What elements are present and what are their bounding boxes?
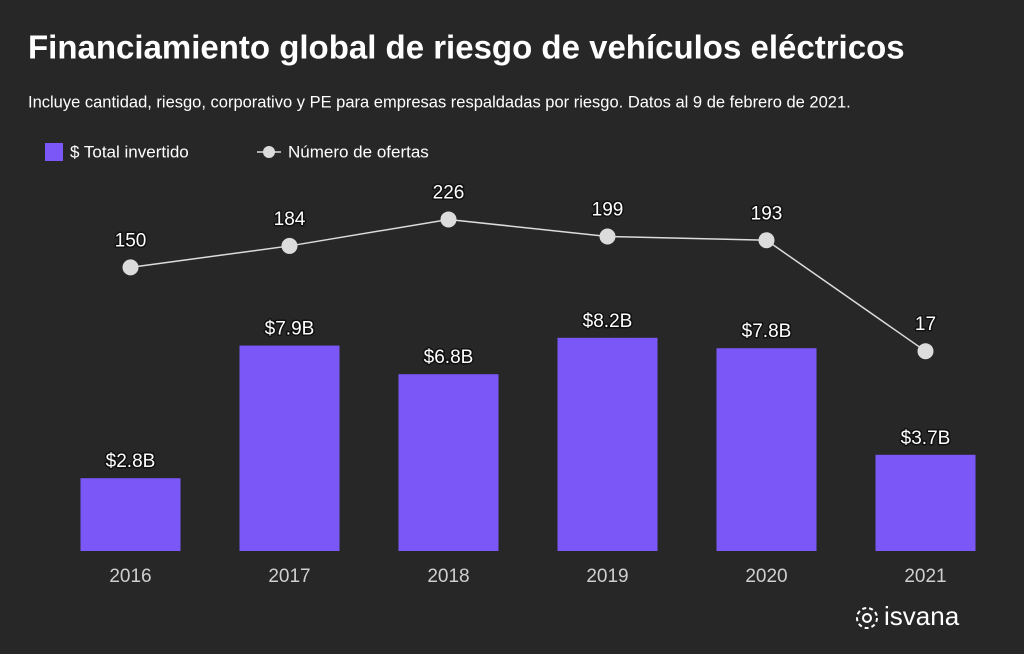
bar [80, 478, 181, 551]
line-marker [917, 343, 934, 360]
legend-label: Número de ofertas [288, 142, 429, 161]
x-tick-label: 2020 [745, 566, 787, 587]
x-tick-label: 2021 [904, 566, 946, 587]
line-value-label: 184 [274, 209, 306, 230]
line-marker [440, 211, 457, 228]
line-value-label: 199 [592, 199, 624, 220]
x-tick-label: 2019 [586, 566, 628, 587]
bar-value-label: $6.8B [424, 347, 474, 368]
bar-value-label: $7.9B [265, 319, 315, 340]
bar-value-label: $3.7B [901, 428, 951, 449]
line-marker [758, 232, 775, 249]
legend-swatch [45, 143, 63, 161]
bar [557, 337, 658, 551]
line-marker [599, 228, 616, 245]
bar [239, 345, 340, 551]
line [130, 218, 926, 352]
x-tick-label: 2017 [268, 566, 310, 587]
legend-label: $ Total invertido [70, 142, 189, 161]
legend-marker [263, 146, 275, 158]
bar [875, 454, 976, 551]
bar-value-label: $2.8B [106, 451, 156, 472]
chart-subtitle: Incluye cantidad, riesgo, corporativo y … [28, 93, 851, 111]
line-value-label: 17 [915, 314, 936, 335]
x-tick-label: 2018 [427, 566, 469, 587]
bar-value-label: $8.2B [583, 311, 633, 332]
x-tick-label: 2016 [109, 566, 151, 587]
line-value-label: 193 [751, 203, 783, 224]
logo-text: isvana [884, 601, 960, 631]
bar [716, 348, 817, 551]
logo-icon [856, 607, 878, 629]
bar-value-label: $7.8B [742, 321, 792, 342]
chart-title: Financiamiento global de riesgo de vehíc… [28, 29, 905, 66]
line-marker [281, 237, 298, 254]
line-marker [122, 259, 139, 276]
line-value-label: 150 [115, 230, 147, 251]
bar [398, 374, 499, 551]
line-value-label: 226 [433, 182, 465, 203]
